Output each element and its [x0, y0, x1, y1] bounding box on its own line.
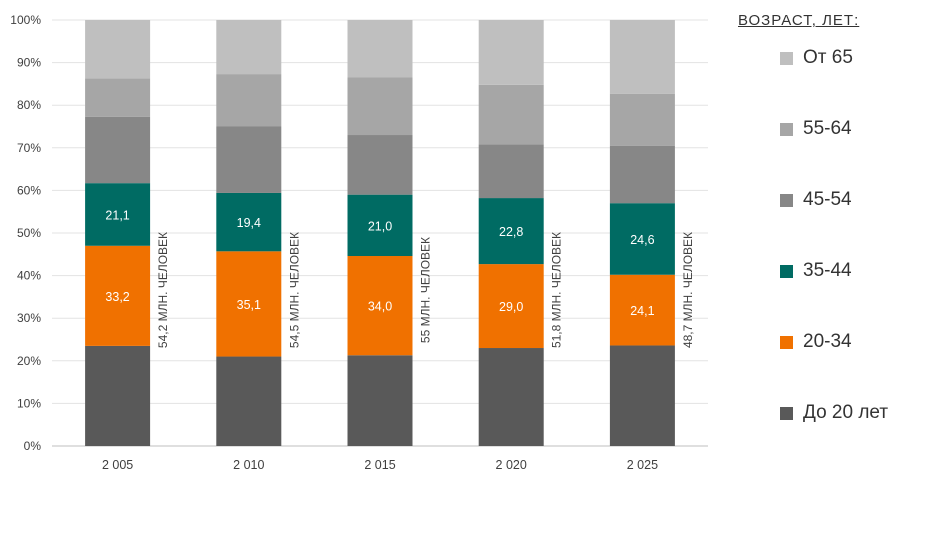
- data-label: 29,0: [499, 300, 523, 314]
- legend-label: 55-64: [803, 118, 852, 139]
- legend-item-35-44: 35-44: [780, 260, 852, 282]
- y-tick-label: 50%: [17, 226, 41, 240]
- data-label: 21,0: [368, 219, 392, 233]
- bar-segment: [216, 20, 282, 75]
- bar-segment: [478, 198, 544, 265]
- bar-segment: [478, 348, 544, 446]
- total-label: 55 МЛН. ЧЕЛОВЕК: [419, 237, 433, 343]
- bar-segment: [609, 345, 675, 446]
- data-label: 19,4: [237, 216, 261, 230]
- legend: ВОЗРАСТ, ЛЕТ: От 65 55-64 45-54 35-44 20…: [738, 12, 938, 423]
- total-label: 51,8 МЛН. ЧЕЛОВЕК: [550, 232, 564, 348]
- bar-segment: [85, 345, 151, 446]
- bar-segment: [609, 20, 675, 94]
- legend-label: 35-44: [803, 260, 852, 281]
- legend-label: До 20 лет: [803, 402, 889, 423]
- legend-label: От 65: [803, 47, 853, 68]
- legend-item-65-plus: От 65: [780, 47, 853, 69]
- data-label: 35,1: [237, 298, 261, 312]
- legend-swatch: [780, 51, 793, 65]
- bar-segment: [347, 355, 413, 446]
- bar-segment: [478, 144, 544, 199]
- bar-segment: [85, 183, 151, 246]
- total-label: 54,2 МЛН. ЧЕЛОВЕК: [156, 232, 170, 348]
- data-label: 33,2: [105, 290, 129, 304]
- x-tick-label: 2 025: [627, 458, 658, 472]
- data-label: 34,0: [368, 300, 392, 314]
- legend-item-under-20: До 20 лет: [780, 402, 888, 424]
- y-tick-label: 10%: [17, 396, 41, 410]
- bar-segment: [478, 264, 544, 349]
- legend-swatch: [780, 264, 793, 278]
- bar-segment: [85, 20, 151, 79]
- bar-segment: [609, 274, 675, 346]
- bar-segment: [85, 116, 151, 184]
- legend-swatch: [780, 193, 793, 207]
- bar-segment: [85, 78, 151, 117]
- bar-segment: [347, 194, 413, 257]
- x-tick-label: 2 015: [364, 458, 395, 472]
- x-tick-label: 2 020: [496, 458, 527, 472]
- legend-item-45-54: 45-54: [780, 189, 852, 211]
- x-tick-label: 2 010: [233, 458, 264, 472]
- bar-segment: [347, 77, 413, 136]
- bar-segment: [478, 84, 544, 145]
- bar-segment: [478, 20, 544, 85]
- bar-segment: [85, 245, 151, 346]
- legend-swatch: [780, 122, 793, 136]
- bar-segment: [609, 145, 675, 204]
- y-tick-label: 70%: [17, 141, 41, 155]
- data-label: 24,1: [630, 304, 654, 318]
- legend-label: 45-54: [803, 189, 852, 210]
- bar-segment: [216, 74, 282, 127]
- legend-swatch: [780, 335, 793, 349]
- total-label: 54,5 МЛН. ЧЕЛОВЕК: [287, 232, 301, 348]
- y-tick-label: 100%: [10, 13, 41, 27]
- bar-segment: [347, 256, 413, 356]
- bar-segment: [216, 356, 282, 446]
- bar-segment: [609, 203, 675, 275]
- data-label: 21,1: [105, 208, 129, 222]
- legend-label: 20-34: [803, 331, 852, 352]
- y-tick-label: 90%: [17, 56, 41, 70]
- bar-segment: [609, 93, 675, 146]
- bar-segment: [216, 126, 282, 193]
- bar-segment: [216, 251, 282, 357]
- bar-segment: [347, 135, 413, 195]
- y-tick-label: 80%: [17, 98, 41, 112]
- legend-title: ВОЗРАСТ, ЛЕТ:: [738, 12, 860, 29]
- data-label: 22,8: [499, 225, 523, 239]
- bar-segment: [216, 192, 282, 252]
- bar-segment: [347, 20, 413, 78]
- y-tick-label: 0%: [24, 439, 42, 453]
- y-tick-label: 20%: [17, 354, 41, 368]
- legend-item-55-64: 55-64: [780, 118, 852, 140]
- y-tick-label: 30%: [17, 311, 41, 325]
- data-label: 24,6: [630, 233, 654, 247]
- total-label: 48,7 МЛН. ЧЕЛОВЕК: [681, 232, 695, 348]
- x-tick-label: 2 005: [102, 458, 133, 472]
- y-tick-label: 60%: [17, 183, 41, 197]
- legend-swatch: [780, 406, 793, 420]
- y-tick-label: 40%: [17, 269, 41, 283]
- legend-item-20-34: 20-34: [780, 331, 852, 353]
